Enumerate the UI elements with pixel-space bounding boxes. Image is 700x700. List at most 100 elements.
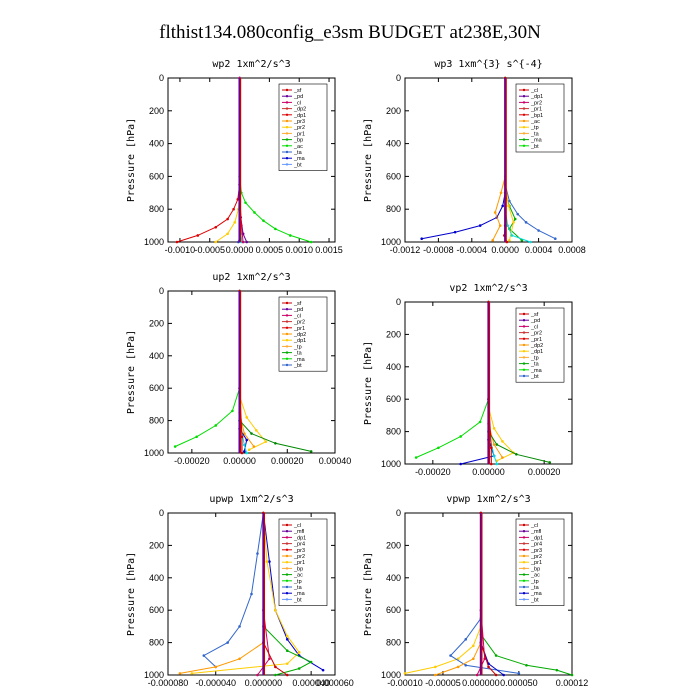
data-point xyxy=(434,673,437,677)
data-point xyxy=(243,450,246,453)
data-point xyxy=(475,673,479,677)
legend-label: _pd xyxy=(293,94,303,100)
data-point xyxy=(493,211,497,214)
legend-marker xyxy=(285,357,289,360)
x-tick-label: 0.000040 xyxy=(292,678,330,688)
data-point xyxy=(285,649,289,652)
y-tick-label: 1000 xyxy=(144,670,164,680)
data-point xyxy=(195,435,198,439)
legend-marker xyxy=(522,573,526,576)
legend-marker xyxy=(285,113,289,117)
data-point xyxy=(245,416,249,419)
legend-label: _pr2 xyxy=(293,125,305,131)
x-tick-label: -0.0005 xyxy=(194,245,225,255)
legend-label: _sf xyxy=(530,312,539,318)
data-point xyxy=(247,448,251,452)
x-tick-label: 0.0015 xyxy=(315,245,343,255)
legend-label: _cl xyxy=(530,88,538,94)
data-point xyxy=(232,207,235,211)
data-point xyxy=(297,651,301,654)
data-point xyxy=(507,204,510,208)
legend-label: _dp2 xyxy=(530,343,543,349)
data-point xyxy=(506,224,510,227)
data-point xyxy=(508,199,511,203)
x-tick-label: -0.0012 xyxy=(390,245,421,255)
data-point xyxy=(253,211,256,214)
series-line-pr2 xyxy=(435,513,482,676)
legend-label: _bp xyxy=(530,566,540,572)
y-tick-label: 600 xyxy=(386,605,401,615)
legend-label: _tp xyxy=(530,355,539,361)
x-tick-label: 0.000000 xyxy=(245,678,283,688)
data-point xyxy=(226,232,229,236)
legend-label: _cl xyxy=(293,100,301,106)
legend-label: _dp2 xyxy=(293,107,306,113)
data-point xyxy=(459,462,462,466)
legend-label: _tp xyxy=(293,344,302,350)
data-point xyxy=(501,440,504,443)
x-tick-label: 0.00012 xyxy=(556,678,589,688)
panel-5: upwp 1xm^2/s^3 Pressure [hPa] 0 200 400 600 80… xyxy=(126,494,354,688)
legend-marker xyxy=(522,337,526,340)
y-tick-label: 0 xyxy=(159,73,164,83)
data-point xyxy=(268,657,271,661)
legend-label: _pr1 xyxy=(293,326,305,332)
data-point xyxy=(537,229,540,232)
data-point xyxy=(256,552,259,555)
legend-marker xyxy=(522,126,526,129)
legend-marker xyxy=(285,301,289,305)
y-tick-label: 1000 xyxy=(381,670,401,680)
x-tick-label: 0.000050 xyxy=(500,678,538,688)
data-point xyxy=(274,665,277,669)
plot-frame xyxy=(404,512,573,676)
legend-marker xyxy=(522,598,526,601)
legend-marker xyxy=(285,339,289,342)
legend-label: _dp1 xyxy=(530,349,543,355)
legend-label: _pr3 xyxy=(293,548,305,554)
data-point xyxy=(245,240,249,244)
data-point xyxy=(285,662,289,665)
data-point xyxy=(241,240,245,244)
y-tick-label: 800 xyxy=(149,204,164,214)
legend-marker xyxy=(522,356,526,359)
y-tick-label: 400 xyxy=(386,573,401,583)
legend-label: _ma xyxy=(293,156,306,162)
data-point xyxy=(464,638,468,641)
data-point xyxy=(489,462,493,466)
y-tick-label: 600 xyxy=(149,171,164,181)
legend-label: _ta xyxy=(293,150,303,156)
series-line-pr1 xyxy=(239,291,267,451)
data-point xyxy=(524,221,528,224)
legend-marker xyxy=(522,536,526,539)
legend-label: _cl xyxy=(293,313,301,319)
data-point xyxy=(472,644,475,648)
data-point xyxy=(492,443,496,446)
legend-marker xyxy=(522,368,526,371)
data-point xyxy=(517,672,521,675)
data-point xyxy=(240,451,244,455)
data-point xyxy=(285,634,289,638)
panel-title: vpwp 1xm^2/s^3 xyxy=(446,494,530,505)
legend-marker xyxy=(285,345,289,348)
data-point xyxy=(502,673,505,677)
legend-label: _ac xyxy=(530,573,540,579)
legend-label: _ta xyxy=(293,585,303,591)
legend-marker xyxy=(522,592,526,595)
y-tick-label: 0 xyxy=(396,73,401,83)
data-point xyxy=(288,234,292,237)
y-tick-label: 400 xyxy=(386,362,401,372)
y-tick-label: 800 xyxy=(149,416,164,426)
data-point xyxy=(244,201,247,204)
x-tick-label: -0.0008 xyxy=(423,245,454,255)
legend-label: _bt xyxy=(293,597,302,603)
data-point xyxy=(256,673,259,677)
legend-marker xyxy=(285,332,289,336)
data-point xyxy=(196,234,200,237)
plot-frame xyxy=(167,512,336,676)
legend-label: _pr2 xyxy=(293,554,305,560)
legend-marker xyxy=(522,530,526,533)
legend-marker xyxy=(285,119,289,123)
data-point xyxy=(214,240,218,244)
data-point xyxy=(555,668,559,672)
